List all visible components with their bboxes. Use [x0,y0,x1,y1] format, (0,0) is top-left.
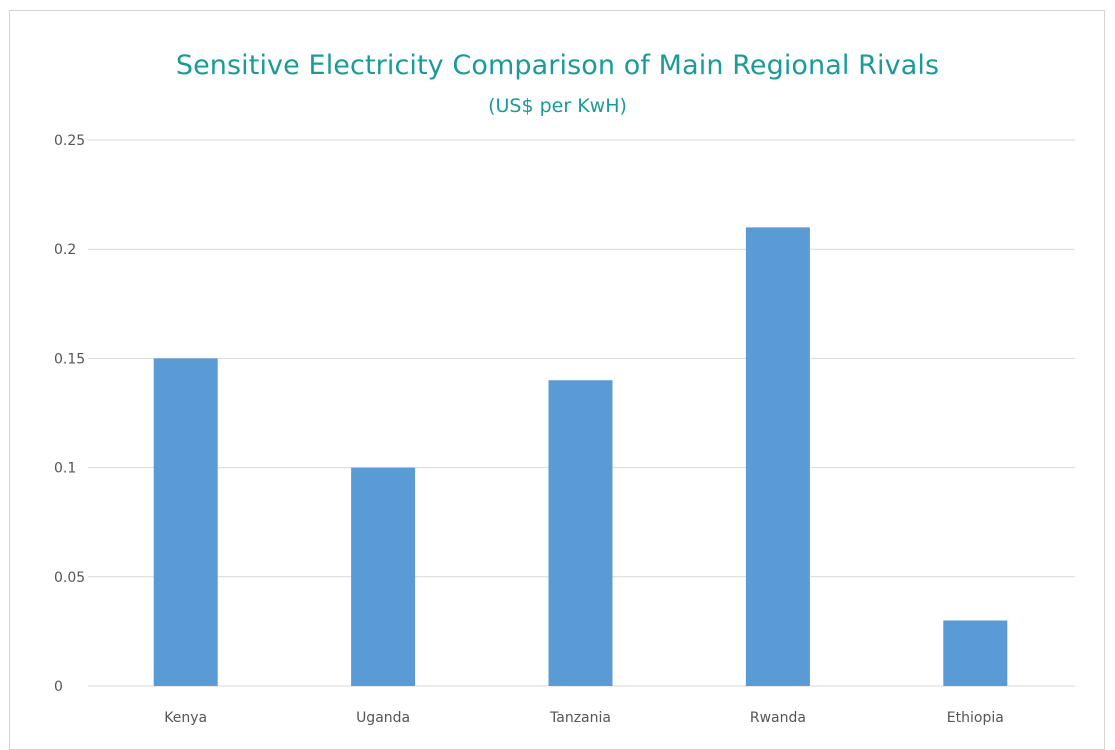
y-tick-label: 0.1 [54,461,76,477]
x-tick-label: Ethiopia [947,710,1004,726]
gridlines [88,139,1075,687]
bars [153,227,1008,687]
chart-subtitle: (US$ per KwH) [488,95,627,117]
x-tick-label: Tanzania [549,710,611,726]
x-tick-label: Uganda [356,710,410,726]
y-tick-label: 0 [54,679,63,695]
y-tick-label: 0.25 [54,133,85,149]
bar-rwanda [745,227,810,687]
y-tick-label: 0.2 [54,242,76,258]
x-tick-label: Rwanda [750,710,806,726]
chart-title: Sensitive Electricity Comparison of Main… [175,50,940,81]
bar-kenya [153,358,218,686]
y-tick-label: 0.15 [54,351,85,367]
y-axis-ticks: 0 0.05 0.1 0.15 0.2 0.25 [54,133,85,695]
x-axis-ticks: Kenya Uganda Tanzania Rwanda Ethiopia [164,710,1004,726]
bar-ethiopia [943,620,1008,686]
bar-uganda [351,467,416,686]
bar-tanzania [548,380,613,686]
y-tick-label: 0.05 [54,570,85,586]
x-tick-label: Kenya [164,710,207,726]
